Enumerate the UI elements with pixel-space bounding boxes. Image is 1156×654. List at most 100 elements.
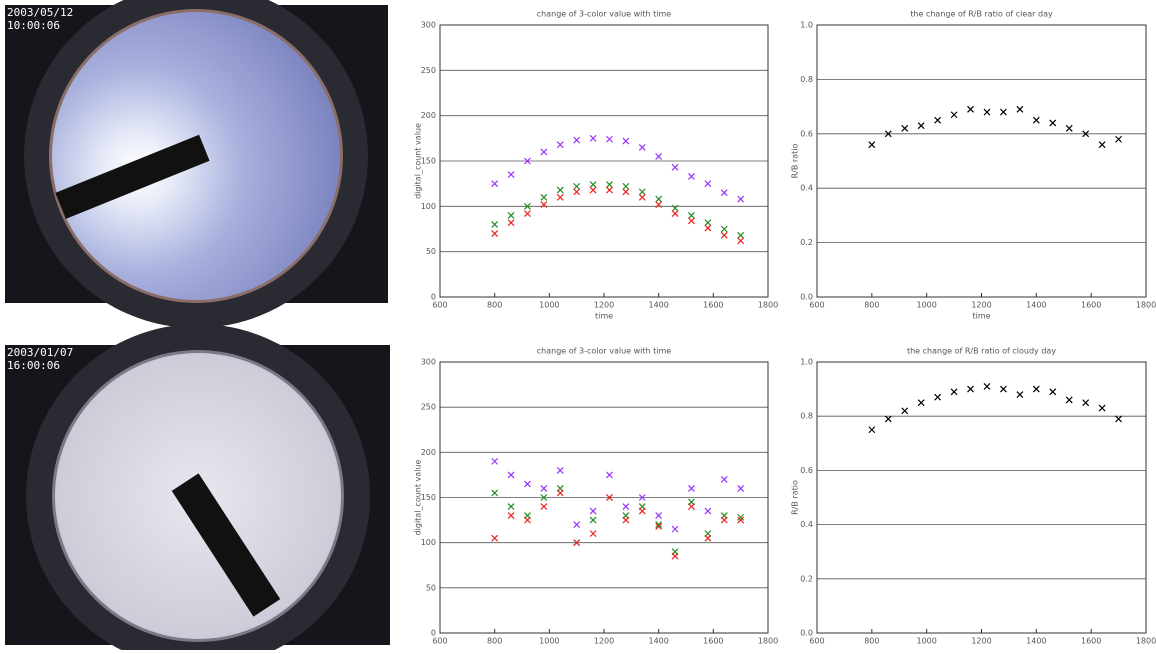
x-tick-label: 1600 <box>1081 301 1101 310</box>
marker <box>918 400 924 406</box>
marker <box>508 472 514 478</box>
marker <box>984 109 990 115</box>
marker <box>951 112 957 118</box>
marker <box>656 196 662 202</box>
marker <box>656 513 662 519</box>
chart-title: the change of R/B ratio of cloudy day <box>907 347 1056 356</box>
timestamp: 2003/01/07 <box>7 346 73 359</box>
x-axis-label: time <box>972 312 990 321</box>
x-tick-label: 600 <box>432 637 447 646</box>
x-tick-label: 1200 <box>971 301 991 310</box>
x-tick-label: 600 <box>432 301 447 310</box>
marker <box>738 238 744 244</box>
marker <box>557 187 563 193</box>
marker <box>688 218 694 224</box>
x-tick-label: 1800 <box>1136 637 1156 646</box>
marker <box>541 194 547 200</box>
marker <box>1066 125 1072 131</box>
marker <box>508 220 514 226</box>
y-tick-label: 100 <box>421 202 436 211</box>
marker <box>968 386 974 392</box>
marker <box>721 232 727 238</box>
marker <box>574 183 580 189</box>
y-tick-label: 200 <box>421 111 436 120</box>
sky-photo: 2003/01/07 16:00:06 <box>5 324 390 650</box>
marker <box>623 189 629 195</box>
marker <box>951 389 957 395</box>
y-tick-label: 50 <box>426 583 436 592</box>
marker <box>557 490 563 496</box>
x-tick-label: 1800 <box>1136 301 1156 310</box>
x-tick-label: 1000 <box>916 301 936 310</box>
marker <box>639 508 645 514</box>
y-tick-label: 150 <box>421 157 436 166</box>
marker <box>721 476 727 482</box>
timestamp: 16:00:06 <box>7 359 60 372</box>
marker <box>869 427 875 433</box>
marker <box>524 211 530 217</box>
marker <box>721 517 727 523</box>
plot-frame <box>817 25 1146 297</box>
marker <box>541 149 547 155</box>
y-tick-label: 250 <box>421 403 436 412</box>
marker <box>492 221 498 227</box>
marker <box>738 196 744 202</box>
marker <box>1033 117 1039 123</box>
y-tick-label: 50 <box>426 247 436 256</box>
x-axis-label: time <box>595 312 613 321</box>
y-tick-label: 0.2 <box>800 238 813 247</box>
marker <box>606 187 612 193</box>
x-tick-label: 600 <box>809 301 824 310</box>
y-tick-label: 0.8 <box>800 75 813 84</box>
marker <box>1050 120 1056 126</box>
y-tick-label: 0.8 <box>800 412 813 421</box>
marker <box>508 504 514 510</box>
x-tick-label: 1200 <box>594 301 614 310</box>
x-tick-label: 800 <box>864 637 879 646</box>
y-tick-label: 300 <box>421 358 436 367</box>
marker <box>606 472 612 478</box>
marker <box>935 117 941 123</box>
marker <box>492 490 498 496</box>
marker <box>885 416 891 422</box>
x-tick-label: 1000 <box>916 637 936 646</box>
marker <box>574 522 580 528</box>
y-tick-label: 0.4 <box>800 520 813 529</box>
marker <box>508 212 514 218</box>
x-tick-label: 1800 <box>758 637 778 646</box>
marker <box>705 181 711 187</box>
marker <box>672 553 678 559</box>
x-tick-label: 800 <box>487 637 502 646</box>
marker <box>672 211 678 217</box>
marker <box>590 182 596 188</box>
marker <box>968 106 974 112</box>
marker <box>492 458 498 464</box>
marker <box>688 504 694 510</box>
marker <box>984 383 990 389</box>
marker <box>590 187 596 193</box>
x-tick-label: 1600 <box>703 637 723 646</box>
marker <box>590 517 596 523</box>
chart-title: change of 3-color value with time <box>537 10 672 19</box>
marker <box>918 123 924 129</box>
marker <box>492 535 498 541</box>
sky-photo: 2003/05/12 10:00:06 <box>5 0 388 328</box>
y-tick-label: 0.6 <box>800 466 813 475</box>
y-axis-label: R/B ratio <box>791 144 800 179</box>
marker <box>705 508 711 514</box>
marker <box>1050 389 1056 395</box>
y-tick-label: 150 <box>421 493 436 502</box>
marker <box>1083 400 1089 406</box>
marker <box>869 142 875 148</box>
marker <box>902 408 908 414</box>
marker <box>590 531 596 537</box>
marker <box>1116 136 1122 142</box>
x-tick-label: 1400 <box>1026 637 1046 646</box>
x-tick-label: 1400 <box>648 637 668 646</box>
marker <box>705 535 711 541</box>
marker <box>1017 392 1023 398</box>
timestamp: 10:00:06 <box>7 19 60 32</box>
marker <box>574 189 580 195</box>
y-tick-label: 0.4 <box>800 184 813 193</box>
